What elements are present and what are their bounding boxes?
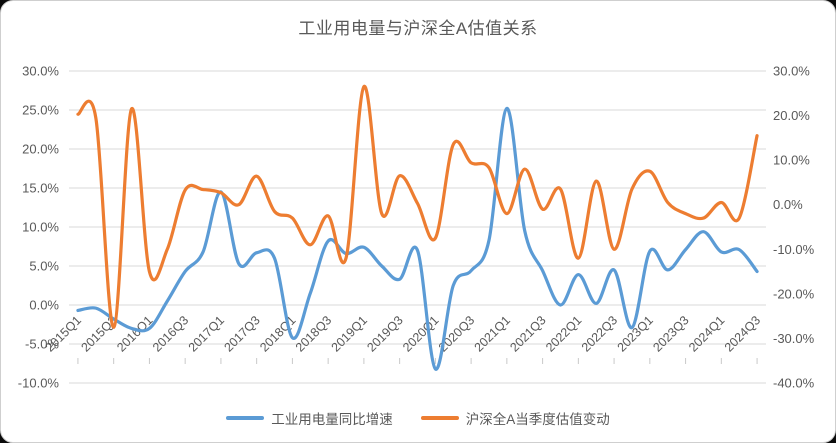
x-axis-label: 2017Q3 — [221, 313, 262, 354]
y-axis-label-left: -5.0% — [25, 337, 59, 352]
x-axis-label: 2016Q1 — [114, 313, 155, 354]
y-axis-label-left: 10.0% — [22, 220, 59, 235]
y-axis-label-right: -30.0% — [773, 331, 815, 346]
y-axis-label-right: 20.0% — [773, 108, 810, 123]
y-axis-label-left: 20.0% — [22, 142, 59, 157]
x-axis-label: 2022Q1 — [543, 313, 584, 354]
chart-title: 工业用电量与沪深全A估值关系 — [298, 19, 538, 38]
x-axis-label: 2021Q3 — [507, 313, 548, 354]
series-line-industrial-electricity — [76, 106, 759, 371]
y-axis-label-left: 25.0% — [22, 103, 59, 118]
x-axis-label: 2022Q3 — [579, 313, 620, 354]
legend-label: 沪深全A当季度估值变动 — [465, 412, 610, 427]
y-axis-label-left: 0.0% — [29, 298, 59, 313]
chart-legend: 工业用电量同比增速 沪深全A当季度估值变动 — [1, 408, 835, 428]
y-axis-label-left: 5.0% — [29, 259, 59, 274]
x-axis-label: 2024Q1 — [686, 313, 727, 354]
y-axis-label-right: -20.0% — [773, 286, 815, 301]
y-axis-label-right: 10.0% — [773, 153, 810, 168]
x-axis-label: 2020Q1 — [400, 313, 441, 354]
y-axis-label-left: 15.0% — [22, 181, 59, 196]
x-axis-label: 2023Q3 — [650, 313, 691, 354]
legend-item-industrial-electricity[interactable]: 工业用电量同比增速 — [226, 408, 393, 428]
y-axis-label-right: 0.0% — [773, 197, 803, 212]
x-axis-label: 2024Q3 — [722, 313, 763, 354]
legend-line-swatch-orange — [420, 416, 459, 420]
y-axis-label-right: 30.0% — [773, 64, 810, 79]
legend-label: 工业用电量同比增速 — [271, 412, 393, 427]
x-axis-label: 2021Q1 — [472, 313, 513, 354]
x-axis-label: 2017Q1 — [186, 313, 227, 354]
y-axis-label-right: -10.0% — [773, 242, 815, 257]
y-axis-label-left: 30.0% — [22, 64, 59, 79]
legend-line-swatch-blue — [226, 416, 265, 420]
series-line-valuation-change — [76, 84, 759, 329]
y-axis-label-left: -10.0% — [18, 376, 60, 391]
legend-item-valuation-change[interactable]: 沪深全A当季度估值变动 — [420, 408, 610, 428]
y-axis-label-right: -40.0% — [773, 376, 815, 391]
x-axis-label: 2015Q1 — [43, 313, 84, 354]
x-axis-label: 2019Q1 — [329, 313, 370, 354]
x-axis-label: 2019Q3 — [364, 313, 405, 354]
x-axis-label: 2018Q1 — [257, 313, 298, 354]
